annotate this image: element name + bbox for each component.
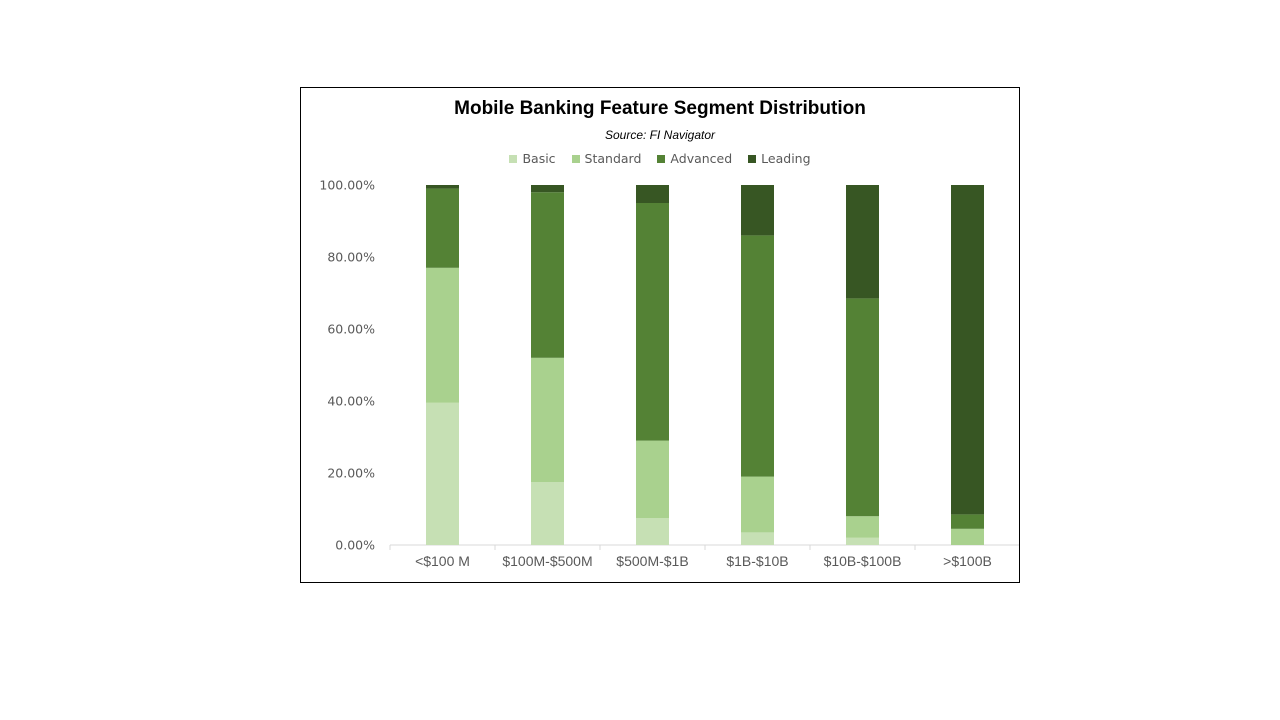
plot-area: 0.00% 20.00% 40.00% 60.00% 80.00% 100.00% <$10…: [319, 178, 1019, 569]
legend-label-leading: Leading: [761, 151, 811, 166]
bar-segment-standard: [636, 440, 669, 518]
legend-swatch-basic: [509, 154, 518, 163]
x-tick-label: $10B-$100B: [824, 553, 902, 569]
y-tick-label: 0.00%: [335, 538, 375, 553]
bar-segment-basic: [426, 402, 459, 545]
legend-label-standard: Standard: [584, 151, 642, 166]
bar-segment-advanced: [426, 188, 459, 268]
chart-frame: Mobile Banking Feature Segment Distribut…: [300, 87, 1020, 583]
legend-swatch-leading: [748, 154, 757, 163]
x-tick-label: $100M-$500M: [502, 553, 592, 569]
bar-segment-standard: [531, 357, 564, 482]
legend: Basic Standard Advanced Leading: [301, 151, 1019, 166]
bar-segment-standard: [426, 267, 459, 403]
y-tick-label: 80.00%: [327, 250, 375, 265]
x-tick-label: <$100 M: [415, 553, 470, 569]
y-tick-label: 100.00%: [319, 178, 375, 193]
legend-swatch-advanced: [657, 154, 666, 163]
bar-segment-standard: [846, 516, 879, 538]
bar-segment-advanced: [741, 235, 774, 477]
bar-segment-leading: [741, 185, 774, 236]
bar-segment-standard: [951, 528, 984, 545]
bar-segment-basic: [741, 532, 774, 545]
bar-segment-basic: [531, 482, 564, 545]
x-tick-label: $500M-$1B: [616, 553, 688, 569]
x-tick-label: $1B-$10B: [726, 553, 788, 569]
legend-item-leading: Leading: [748, 151, 811, 166]
bar-segment-basic: [846, 537, 879, 545]
bar-segment-leading: [426, 185, 459, 189]
legend-label-advanced: Advanced: [670, 151, 733, 166]
legend-label-basic: Basic: [522, 151, 556, 166]
legend-item-standard: Standard: [571, 151, 642, 166]
x-tick-label: >$100B: [943, 553, 992, 569]
y-tick-label: 20.00%: [327, 466, 375, 481]
bar-segment-advanced: [636, 203, 669, 441]
legend-swatch-standard: [571, 154, 580, 163]
bar-segment-advanced: [531, 192, 564, 358]
bar-segment-leading: [636, 185, 669, 203]
legend-item-basic: Basic: [509, 151, 556, 166]
y-tick-label: 60.00%: [327, 322, 375, 337]
bar-segment-leading: [846, 185, 879, 299]
bar-segment-advanced: [846, 298, 879, 517]
chart-subtitle: Source: FI Navigator: [604, 128, 716, 142]
chart-title: Mobile Banking Feature Segment Distribut…: [454, 98, 866, 119]
bar-segment-leading: [531, 185, 564, 193]
bar-segment-standard: [741, 476, 774, 533]
bar-segment-basic: [636, 518, 669, 545]
bar-segment-advanced: [951, 514, 984, 529]
bar-segment-leading: [951, 185, 984, 515]
legend-item-advanced: Advanced: [657, 151, 732, 166]
y-tick-label: 40.00%: [327, 394, 375, 409]
